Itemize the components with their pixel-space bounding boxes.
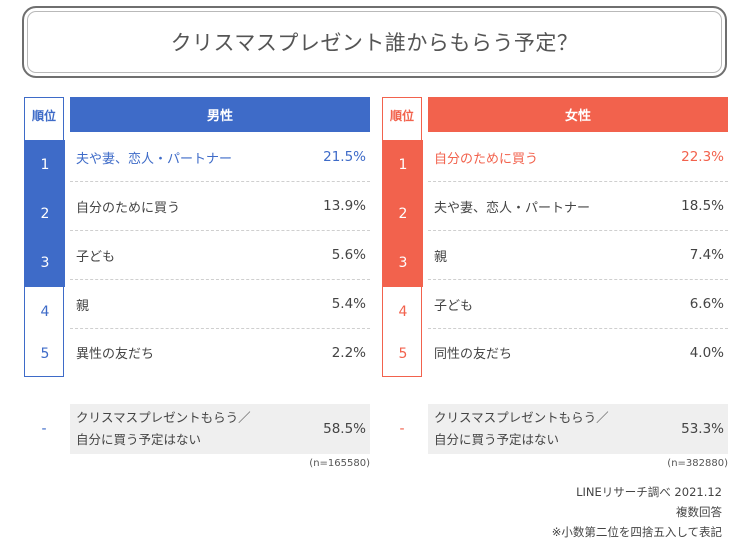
male-row-3-label: 子ども [76,249,116,265]
female-row-5-value: 4.0% [689,344,724,361]
female-row-4: 子ども 6.6% [428,280,728,329]
footer-source: LINEリサーチ調べ 2021.12 [576,485,722,499]
male-rank-1: 1 [25,140,65,189]
footer-rounding-note: ※小数第二位を四捨五入して表記 [551,525,722,539]
female-row-3-label: 親 [434,249,448,265]
female-rank-4: 4 [398,303,408,320]
female-extra-box: クリスマスプレゼントもらう／ 自分に買う予定はない 53.3% [428,404,728,454]
female-rank-column: 順位 1 2 3 4 5 [382,97,423,377]
male-rank-header: 順位 [31,109,56,123]
female-rank-2: 2 [383,189,423,238]
male-extra-label: クリスマスプレゼントもらう／ 自分に買う予定はない [76,407,266,451]
footer-notes: LINEリサーチ調べ 2021.12 複数回答 ※小数第二位を四捨五入して表記 [552,482,722,542]
female-header: 女性 [428,97,728,132]
female-extra-value: 53.3% [681,421,724,437]
male-rank-2: 2 [25,189,65,238]
female-row-2-value: 18.5% [681,198,724,214]
male-row-2-label: 自分のために買う [76,200,181,216]
male-rank-4: 4 [40,303,50,320]
male-row-1-label: 夫や妻、恋人・パートナー [76,151,233,167]
female-extra-rank: - [399,421,405,437]
male-row-1: 夫や妻、恋人・パートナー 21.5% [70,133,370,182]
male-row-5-value: 2.2% [331,344,366,361]
footer-multiple-answers: 複数回答 [676,505,722,519]
male-rank-column: 順位 1 2 3 4 5 [24,97,65,377]
female-row-5-label: 同性の友だち [434,347,513,362]
female-row-2: 夫や妻、恋人・パートナー 18.5% [428,182,728,231]
male-row-4-label: 親 [76,298,90,314]
female-sample-size: (n=382880) [667,458,728,469]
female-rank-3: 3 [383,238,423,287]
male-ranking-panel: 順位 1 2 3 4 5 男性 夫や妻、恋人・パートナー 21.5% 自分のため… [24,97,370,377]
chart-title: クリスマスプレゼント誰からもらう予定？ [170,31,579,55]
male-sample-size: (n=165580) [309,458,370,469]
male-row-4: 親 5.4% [70,280,370,329]
female-row-3: 親 7.4% [428,231,728,280]
female-rank-header: 順位 [389,109,414,123]
female-row-1-label: 自分のために買う [434,151,539,167]
female-rank-5: 5 [398,345,408,362]
female-ranking-panel: 順位 1 2 3 4 5 女性 自分のために買う 22.3% 夫や妻、恋人・パー… [382,97,728,377]
female-row-4-value: 6.6% [689,296,724,312]
male-row-2-value: 13.9% [323,198,366,214]
male-extra-label-line1: クリスマスプレゼントもらう／ [76,410,251,425]
male-extra-box: クリスマスプレゼントもらう／ 自分に買う予定はない 58.5% [70,404,370,454]
male-extra-value: 58.5% [323,421,366,437]
male-extra-label-line2: 自分に買う予定はない [76,432,202,447]
male-extra-rank: - [41,421,47,437]
female-row-1: 自分のために買う 22.3% [428,133,728,182]
female-extra-label-line2: 自分に買う予定はない [434,432,560,447]
male-row-3: 子ども 5.6% [70,231,370,280]
male-row-1-value: 21.5% [323,149,366,165]
female-extra-label: クリスマスプレゼントもらう／ 自分に買う予定はない [434,407,624,451]
male-row-3-value: 5.6% [331,247,366,263]
female-extra-label-line1: クリスマスプレゼントもらう／ [434,410,609,425]
male-rank-3: 3 [25,238,65,287]
female-row-2-label: 夫や妻、恋人・パートナー [434,200,591,216]
male-rank-5: 5 [40,345,50,362]
male-row-4-value: 5.4% [331,296,366,312]
female-row-5: 同性の友だち 4.0% [428,328,728,377]
female-row-3-value: 7.4% [689,247,724,263]
chart-title-box: クリスマスプレゼント誰からもらう予定？ [22,6,727,78]
female-rank-1: 1 [383,140,423,189]
male-row-2: 自分のために買う 13.9% [70,182,370,231]
female-row-4-label: 子ども [434,298,474,314]
female-row-1-value: 22.3% [681,149,724,165]
male-row-5: 異性の友だち 2.2% [70,328,370,377]
male-header: 男性 [70,97,370,132]
male-row-5-label: 異性の友だち [76,347,155,362]
